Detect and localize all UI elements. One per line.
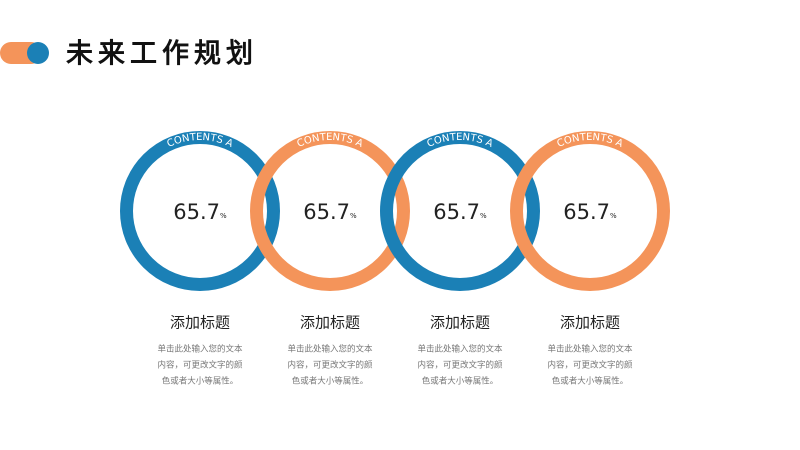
ring-label-path: CONTENTS A: [556, 132, 625, 150]
item-body: 色或者大小等属性。: [162, 376, 239, 387]
ring-label-path: CONTENTS A: [426, 132, 495, 150]
percent-unit: %: [480, 212, 487, 220]
percent-unit: %: [350, 212, 357, 220]
header-dot: [27, 42, 49, 64]
percent: 65.7%: [563, 200, 617, 224]
item-body: 内容，可更改文字的颜: [157, 360, 243, 371]
item-body: 单击此处输入您的文本: [547, 344, 633, 355]
ring: [120, 131, 280, 291]
item-body: 色或者大小等属性。: [422, 376, 499, 387]
percent: 65.7%: [173, 200, 227, 224]
percent-value: 65.7: [563, 200, 610, 224]
percent: 65.7%: [303, 200, 357, 224]
item-title: 添加标题: [430, 314, 490, 332]
ring: [380, 131, 540, 291]
item-title: 添加标题: [170, 314, 230, 332]
ring-label-path: CONTENTS A: [166, 132, 235, 150]
item-body: 内容，可更改文字的颜: [417, 360, 503, 371]
item-body: 单击此处输入您的文本: [417, 344, 503, 355]
ring: [250, 131, 410, 291]
item-body: 内容，可更改文字的颜: [287, 360, 373, 371]
item-title: 添加标题: [560, 314, 620, 332]
item-body: 内容，可更改文字的颜: [547, 360, 633, 371]
ring-label: CONTENTS A: [426, 132, 495, 150]
item-body: 色或者大小等属性。: [552, 376, 629, 387]
ring-label: CONTENTS A: [166, 132, 235, 150]
item-body: 色或者大小等属性。: [292, 376, 369, 387]
percent-value: 65.7: [433, 200, 480, 224]
percent: 65.7%: [433, 200, 487, 224]
ring-label: CONTENTS A: [556, 132, 625, 150]
slide-title: 未来工作规划: [66, 39, 258, 70]
item-body: 单击此处输入您的文本: [287, 344, 373, 355]
ring: [510, 131, 670, 291]
percent-unit: %: [610, 212, 617, 220]
percent-value: 65.7: [303, 200, 350, 224]
ring-label: CONTENTS A: [296, 132, 365, 150]
ring-label-path: CONTENTS A: [296, 132, 365, 150]
item-title: 添加标题: [300, 314, 360, 332]
item-body: 单击此处输入您的文本: [157, 344, 243, 355]
percent-value: 65.7: [173, 200, 220, 224]
percent-unit: %: [220, 212, 227, 220]
